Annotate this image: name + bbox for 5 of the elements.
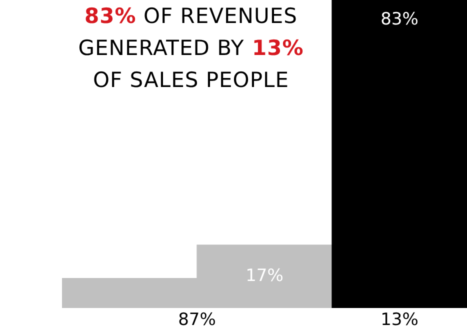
- chart-title: 83% OF REVENUES GENERATED BY 13% OF SALES PEOPLE: [78, 4, 304, 92]
- data-label: 83%: [380, 9, 418, 30]
- text: 87%: [178, 310, 216, 330]
- text: 13%: [380, 310, 418, 330]
- data-label: 17%: [246, 266, 284, 286]
